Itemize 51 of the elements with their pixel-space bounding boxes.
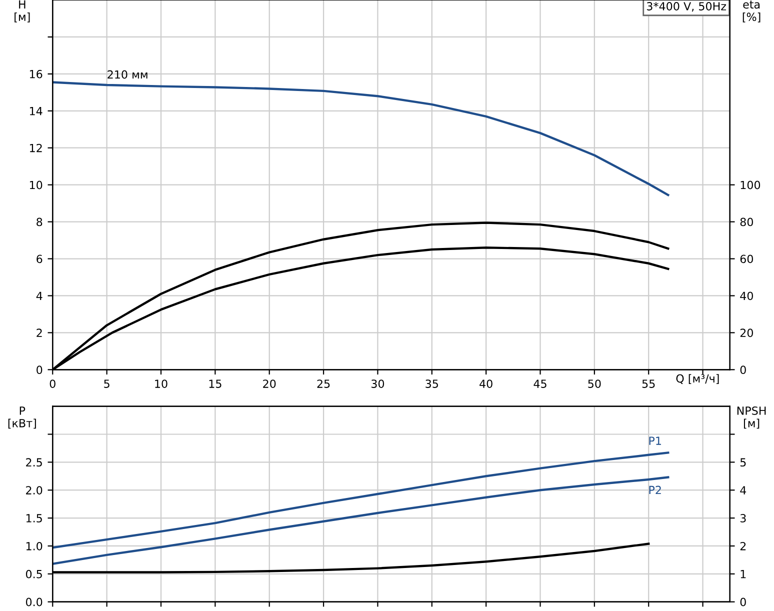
y-tick-label: 6 [36, 254, 42, 264]
y2-tick-label: 3 [740, 514, 746, 522]
y2-axis-title: NPSH [м] [737, 406, 766, 429]
annotation: 210 мм [108, 70, 148, 79]
y-tick-label: 2.0 [26, 486, 42, 494]
y2-tick-label: 0 [740, 598, 746, 606]
x-tick-label: 40 [480, 380, 492, 388]
y-axis-title: P [кВт] [8, 406, 36, 429]
y2-tick-label: 40 [740, 292, 754, 300]
y-tick-label: 2.5 [26, 458, 42, 467]
x-tick-label: 15 [209, 380, 222, 388]
y-tick-label: 4 [36, 292, 42, 300]
y2-tick-label: 60 [740, 254, 754, 264]
x-tick-label: 0 [50, 380, 56, 388]
y-tick-label: 0 [36, 366, 42, 374]
y2-tick-label: 4 [740, 486, 746, 494]
y-tick-label: 1.5 [26, 514, 42, 522]
y-tick-label: 12 [30, 144, 42, 152]
x-tick-label: 55 [642, 380, 655, 388]
y-tick-label: 0.0 [26, 598, 42, 606]
y2-tick-label: 2 [740, 542, 746, 550]
x-tick-label: 45 [534, 380, 546, 388]
y-tick-label: 14 [30, 107, 42, 116]
x-axis-title: Q [м³/ч] [676, 374, 719, 384]
x-tick-label: 30 [371, 380, 384, 388]
y-tick-label: 16 [30, 70, 42, 78]
x-tick-label: 50 [588, 380, 601, 388]
line-series [52, 452, 670, 549]
y2-tick-label: 5 [740, 458, 746, 467]
y2-tick-label: 100 [740, 180, 760, 190]
series-label: P2 [649, 486, 661, 494]
series-label: P1 [649, 436, 661, 445]
y-tick-label: 1.0 [26, 542, 42, 550]
y-tick-label: 2 [36, 328, 42, 337]
y2-tick-label: 0 [740, 366, 746, 374]
y-tick-label: 0.5 [26, 570, 42, 578]
x-tick-label: 25 [317, 380, 330, 388]
x-tick-label: 5 [104, 380, 110, 388]
y2-tick-label: 80 [740, 218, 754, 226]
y-axis-title: H [м] [14, 0, 30, 22]
y-tick-label: 10 [30, 180, 42, 190]
y2-tick-label: 20 [740, 328, 754, 338]
y-tick-label: 8 [36, 218, 42, 226]
y2-axis-title: eta [%] [742, 0, 760, 22]
x-tick-label: 10 [155, 380, 168, 388]
x-tick-label: 35 [426, 380, 438, 388]
line-series [52, 81, 670, 196]
chart-title: 3*400 V, 50Hz [646, 2, 726, 12]
y2-tick-label: 1 [740, 570, 746, 578]
line-series [52, 476, 670, 565]
x-tick-label: 20 [263, 380, 276, 388]
